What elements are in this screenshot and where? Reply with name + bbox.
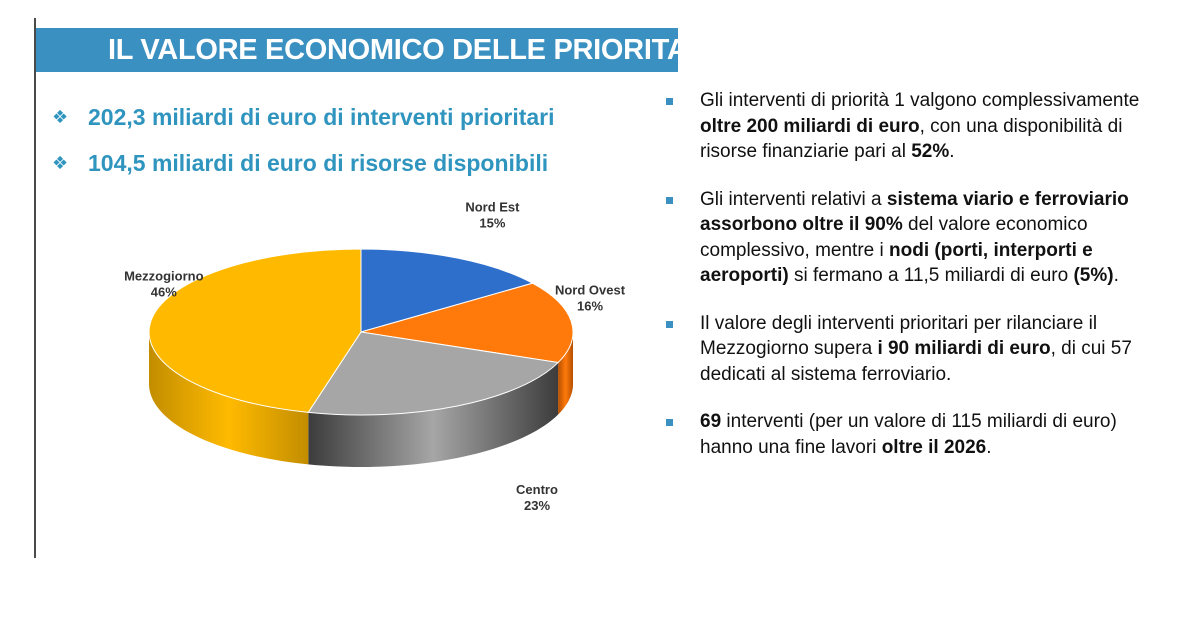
- square-bullet-icon: [666, 419, 673, 426]
- pie-slice-nord-est: [360, 248, 534, 333]
- pie-label-category: Nord Ovest: [555, 283, 626, 298]
- bullet-text: .: [949, 141, 955, 162]
- bullet-bold-text: 52%: [911, 141, 950, 162]
- bullet-text: Il valore degli interventi prioritari pe…: [700, 312, 1098, 360]
- bullet-bold-text: nodi (porti, interporti e aeroporti): [700, 239, 1093, 287]
- square-bullet-icon: [666, 320, 673, 328]
- bullet-text: interventi (per un valore di 115 miliard…: [700, 411, 1117, 458]
- bullet-text: , di cui 57 dedicati al sistema ferrovia…: [700, 338, 1132, 385]
- pie-slice-mezzogiorno: [148, 248, 362, 413]
- pie-slice-centro: [307, 331, 560, 416]
- bullet-text: del valore economico complessivo, mentre…: [700, 214, 1088, 261]
- diamond-bullet-icon: ❖: [52, 107, 69, 127]
- bullet-bold-text: i 90 miliardi di euro: [877, 338, 1051, 359]
- pie-label-percent: 23%: [524, 498, 550, 513]
- pie-side-nord-ovest: [558, 332, 573, 415]
- pie-label-percent: 16%: [577, 299, 603, 314]
- pie-side-walls: [149, 332, 573, 467]
- pie-label-category: Mezzogiorno: [124, 269, 203, 284]
- kpi-interventi-prioritari: ❖ 202,3 miliardi di euro di interventi p…: [52, 104, 555, 131]
- bullet-item: 69 interventi (per un valore di 115 mili…: [660, 409, 1160, 460]
- bullet-bold-text: oltre 200 miliardi di euro: [700, 115, 920, 137]
- bullet-text: .: [1113, 265, 1119, 286]
- pie-slice-nord-ovest: [360, 282, 574, 364]
- bullet-text: Gli interventi di priorità 1 valgono com…: [700, 90, 1140, 111]
- pie-chart: Nord Est 15% Nord Ovest 16% Centro 23% Mezzogi…: [124, 200, 626, 513]
- bullet-bold-text: 69: [700, 411, 722, 432]
- kpi-text: 202,3 miliardi di euro di interventi pri…: [88, 104, 555, 130]
- bullet-item: Il valore degli interventi prioritari pe…: [660, 311, 1160, 388]
- pie-label-percent: 46%: [151, 285, 177, 300]
- bullet-item: Gli interventi relativi a sistema viario…: [660, 187, 1160, 289]
- pie-label-category: Centro: [516, 482, 558, 497]
- kpi-risorse-disponibili: ❖ 104,5 miliardi di euro di risorse disp…: [52, 150, 548, 177]
- pie-side-centro: [308, 362, 559, 467]
- page-title: IL VALORE ECONOMICO DELLE PRIORITA’: [108, 34, 694, 66]
- bullet-item: Gli interventi di priorità 1 valgono com…: [660, 88, 1160, 165]
- pie-side-mezzogiorno: [149, 332, 309, 465]
- square-bullet-icon: [666, 98, 673, 105]
- bullet-bold-text: (5%): [1073, 265, 1114, 286]
- square-bullet-icon: [666, 196, 673, 204]
- bullet-text: si fermano a 11,5 miliardi di euro: [788, 265, 1074, 286]
- bullet-text: , con una disponibilità di risorse finan…: [700, 115, 1123, 163]
- bullet-bold-text: sistema viario e ferroviario assorbono o…: [700, 188, 1129, 236]
- diamond-bullet-icon: ❖: [52, 153, 69, 173]
- bullet-text: .: [986, 436, 992, 458]
- kpi-text: 104,5 miliardi di euro di risorse dispon…: [88, 150, 549, 176]
- bullet-text: Gli interventi relativi a: [700, 188, 887, 210]
- left-vertical-rule: [34, 18, 36, 558]
- title-bar: IL VALORE ECONOMICO DELLE PRIORITA’: [36, 28, 694, 72]
- bullet-list: Gli interventi di priorità 1 valgono com…: [660, 88, 1160, 482]
- pie-label-category: Nord Est: [465, 200, 520, 215]
- pie-label-percent: 15%: [479, 216, 505, 231]
- bullet-bold-text: oltre il 2026: [881, 436, 987, 458]
